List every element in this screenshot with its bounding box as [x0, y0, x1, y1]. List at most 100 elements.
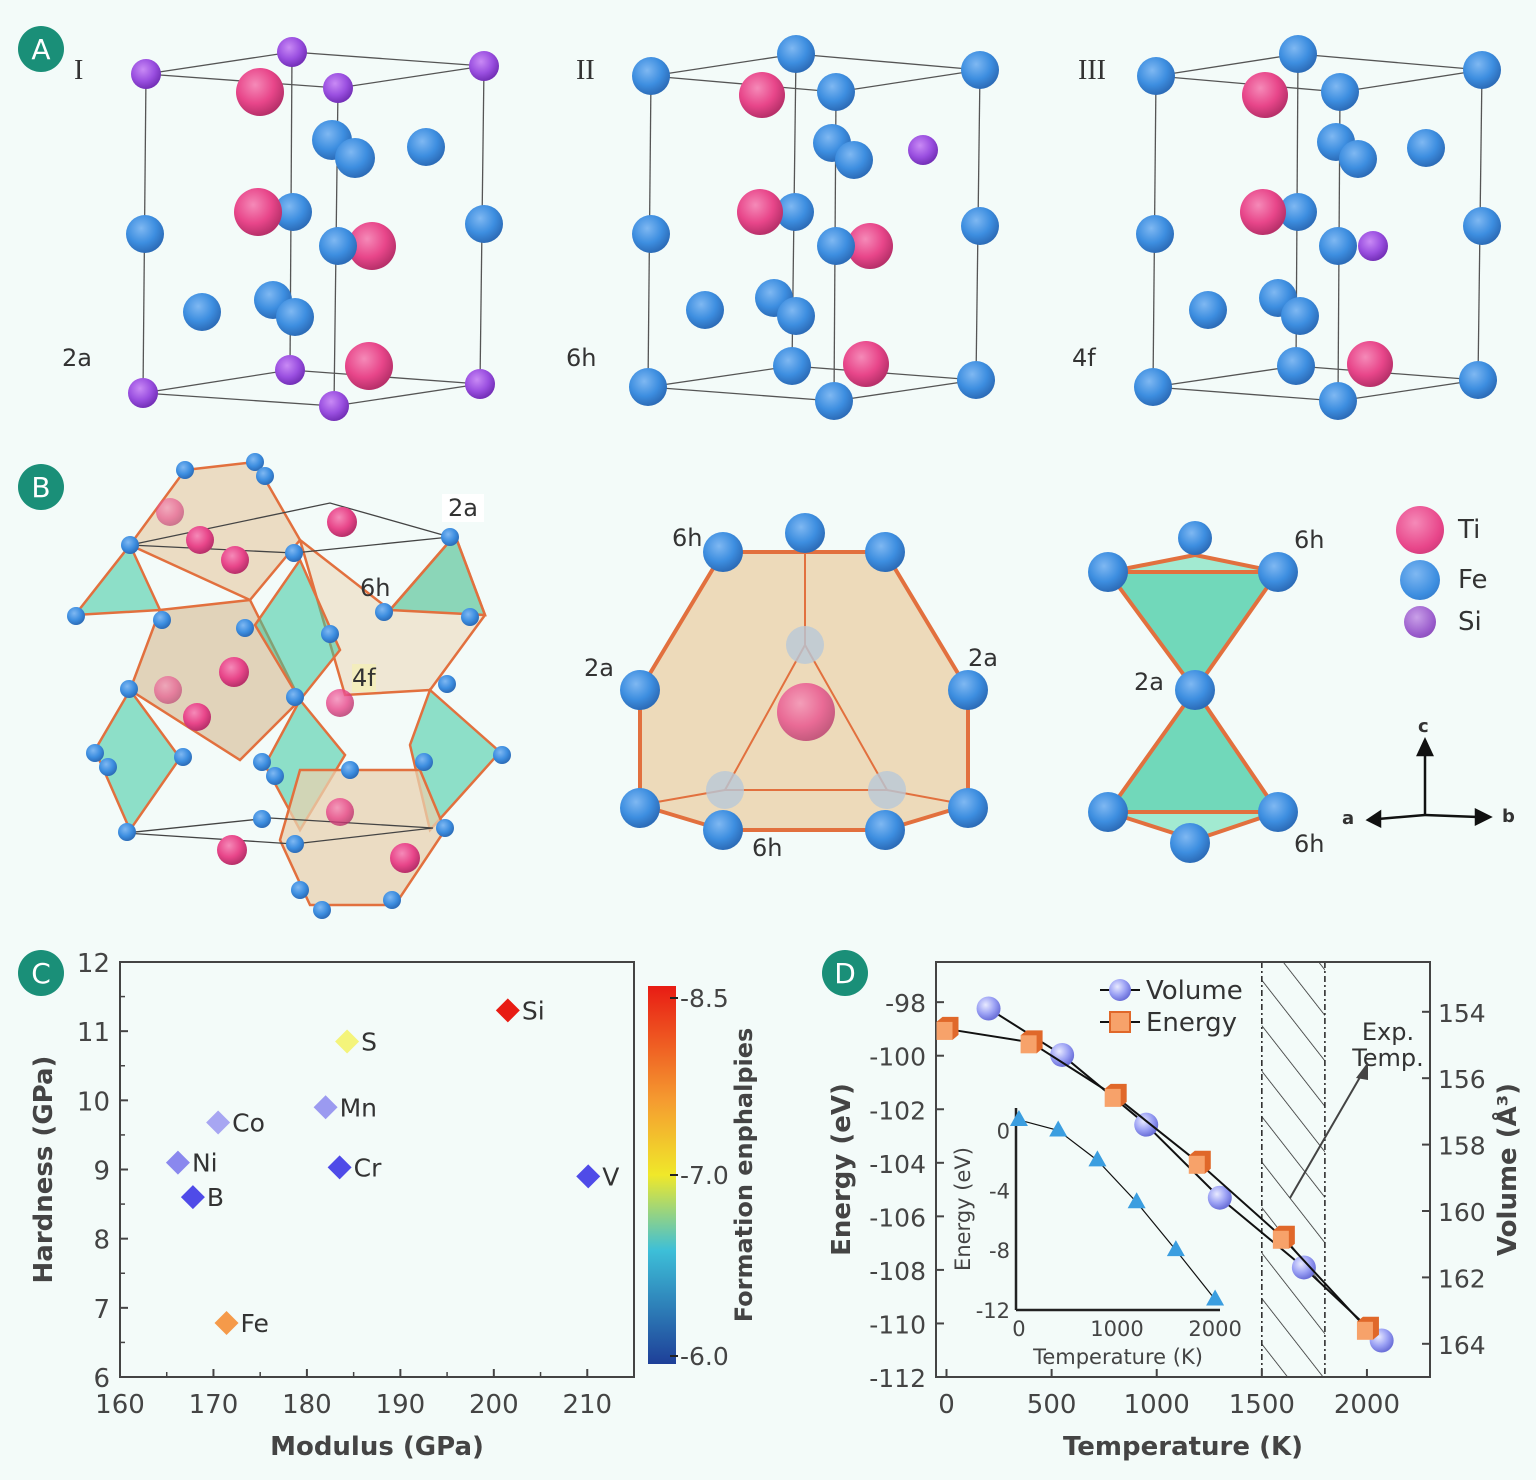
y-tick-label: 12	[77, 949, 110, 979]
crystal-axes-indicator	[1365, 737, 1493, 829]
data-point-label: V	[602, 1162, 619, 1191]
ti-polyhedron	[638, 540, 970, 832]
b-label-2a-main: 2a	[442, 494, 484, 522]
structure-i-site: 2a	[62, 344, 92, 372]
structure-ii	[647, 53, 981, 402]
energy-marker	[1020, 1035, 1037, 1054]
data-point-cr	[327, 1155, 352, 1180]
panel-d-badge: D	[822, 950, 868, 996]
energy-marker	[1188, 1155, 1205, 1174]
y-tick-label: -108	[869, 1257, 926, 1286]
structure-iii-label: III	[1078, 55, 1106, 86]
data-point-label: Si	[522, 996, 545, 1025]
data-point-co	[206, 1110, 231, 1135]
panel-a-badge: A	[18, 26, 64, 72]
axis-c-label: c	[1418, 716, 1429, 737]
structure-i-label: I	[74, 55, 84, 86]
b-label-6h-main: 6h	[360, 574, 391, 602]
colorbar-tick-label: -6.0	[680, 1342, 729, 1371]
volume-marker	[976, 996, 1001, 1021]
exp-temp-label-2: Temp.	[1351, 1044, 1424, 1072]
b-label-6h-poly-bottom: 6h	[752, 834, 783, 862]
x-tick-label: 170	[189, 1390, 239, 1420]
legend-ti: Ti	[1396, 506, 1480, 554]
volume-marker	[1050, 1042, 1075, 1067]
x-tick-label: 500	[1027, 1390, 1077, 1420]
volume-marker	[1291, 1255, 1316, 1280]
inset-y-tick: 0	[997, 1119, 1010, 1143]
y-tick-label: -106	[869, 1203, 926, 1232]
b-label-2a-poly-left: 2a	[584, 654, 614, 682]
data-point-si	[495, 998, 520, 1023]
b-label-6h-bipyr-bottom: 6h	[1294, 830, 1325, 858]
structure-iii	[1152, 53, 1483, 402]
data-point-label: Ni	[192, 1149, 218, 1178]
data-point-label: S	[361, 1028, 377, 1057]
y-tick-label: 11	[77, 1018, 110, 1048]
energy-marker	[1356, 1321, 1373, 1340]
inset-triangle-marker	[1127, 1192, 1146, 1209]
fe-atom-icon	[1400, 560, 1440, 600]
axis-a-label: a	[1342, 808, 1355, 829]
inset-y-tick: -4	[989, 1179, 1010, 1203]
data-point-label: Cr	[354, 1153, 382, 1182]
legend-volume: Volume	[1146, 976, 1243, 1006]
data-point-ni	[165, 1150, 190, 1175]
x-tick-label: 1500	[1229, 1390, 1295, 1420]
energy-marker	[936, 1021, 953, 1040]
y2-axis-label: Volume (Å³)	[1491, 1083, 1523, 1256]
inset-triangle-marker	[1009, 1109, 1028, 1126]
energy-marker	[1104, 1088, 1121, 1107]
energy-volume-temperature-chart: 0 500 1000 1500 2000 -98 -100 -102 -104 -106 -108 -…	[827, 961, 1523, 1462]
inset-triangle-marker	[1088, 1150, 1107, 1167]
y-tick-label: -102	[869, 1096, 926, 1125]
legend-energy: Energy	[1146, 1008, 1237, 1038]
inset-x-tick: 0	[1012, 1317, 1025, 1341]
exp-temp-label: Exp.	[1362, 1018, 1414, 1046]
y2-tick-label: 158	[1438, 1132, 1486, 1161]
x-tick-label: 160	[95, 1390, 145, 1420]
x-tick-label: 190	[376, 1390, 426, 1420]
y2-tick-label: 164	[1438, 1331, 1486, 1360]
series-line-energy	[946, 1027, 1368, 1330]
x-axis-label: Temperature (K)	[1063, 1432, 1303, 1462]
si-atom-icon	[1404, 606, 1436, 638]
inset-y-tick: -12	[976, 1299, 1010, 1323]
ti-atom-icon	[1396, 506, 1444, 554]
inset-y-tick: -8	[989, 1239, 1010, 1263]
y-tick-label: -98	[885, 989, 926, 1018]
inset-x-tick: 2000	[1188, 1317, 1241, 1341]
y2-tick-label: 154	[1438, 999, 1486, 1028]
plot-frame	[935, 961, 1431, 1378]
y-tick-label: 6	[93, 1364, 110, 1394]
y-tick-label: -112	[869, 1364, 926, 1393]
x-tick-label: 180	[282, 1390, 332, 1420]
data-point-v	[576, 1164, 601, 1189]
y2-tick-label: 160	[1438, 1198, 1486, 1227]
energy-marker	[1272, 1230, 1289, 1249]
data-point-mn	[313, 1095, 338, 1120]
x-tick-label: 200	[469, 1390, 519, 1420]
y-tick-label: 10	[77, 1087, 110, 1117]
colorbar-tick-label: -8.5	[680, 984, 729, 1013]
panel-c-badge: C	[18, 950, 64, 996]
inset-y-label: Energy (eV)	[951, 1147, 975, 1271]
legend-fe: Fe	[1400, 560, 1488, 600]
y-tick-label: -110	[869, 1310, 926, 1339]
y2-tick-label: 162	[1438, 1264, 1486, 1293]
structure-ii-site: 6h	[566, 344, 597, 372]
data-point-label: B	[207, 1183, 224, 1212]
inset-triangle-marker	[1049, 1120, 1068, 1137]
framework-structure	[72, 460, 502, 907]
annotation-arrow	[1289, 1071, 1364, 1199]
x-axis-label: Modulus (GPa)	[270, 1432, 484, 1462]
y-axis-label: Hardness (GPa)	[29, 1056, 59, 1284]
volume-marker	[1134, 1112, 1159, 1137]
legend-si: Si	[1404, 606, 1482, 638]
y-tick-label: -104	[869, 1150, 926, 1179]
y-tick-label: -100	[869, 1043, 926, 1072]
axis-b-label: b	[1502, 806, 1515, 827]
b-label-6h-bipyr-top: 6h	[1294, 526, 1325, 554]
y-tick-label: 8	[93, 1226, 110, 1256]
structure-i	[142, 51, 485, 407]
